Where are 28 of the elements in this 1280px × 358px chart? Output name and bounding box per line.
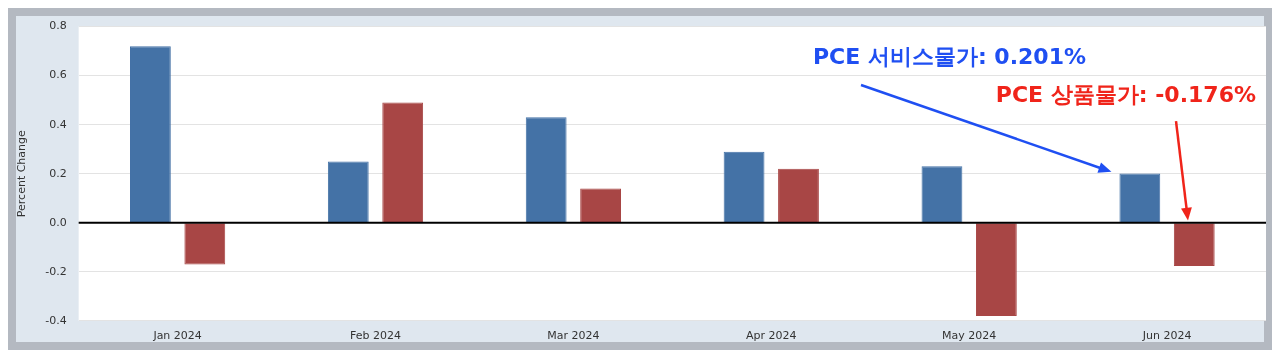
bar [723, 151, 765, 223]
bar [525, 117, 567, 223]
x-tick-label: May 2024 [942, 329, 997, 343]
bar [778, 168, 819, 223]
bar [382, 102, 424, 223]
y-tick-label: -0.4 [45, 313, 67, 327]
x-tick-label: Apr 2024 [746, 329, 797, 343]
bar [975, 223, 1017, 316]
annotation: PCE 서비스물가: 0.201% [812, 44, 1086, 70]
bar [184, 223, 226, 265]
y-tick-label: 0.8 [49, 19, 67, 33]
bar [327, 161, 369, 223]
y-tick-label: 0.0 [49, 215, 67, 229]
bar [1119, 173, 1161, 223]
y-tick-label: 0.4 [49, 117, 67, 131]
x-tick-label: Mar 2024 [547, 329, 600, 343]
x-tick-label: Jun 2024 [1141, 329, 1192, 343]
x-tick-label: Jan 2024 [152, 329, 202, 343]
x-tick-label: Feb 2024 [350, 329, 401, 343]
y-axis-title: Percent Change [15, 129, 29, 218]
y-tick-label: 0.6 [49, 68, 67, 82]
bar [1173, 223, 1215, 266]
bar [129, 46, 171, 223]
y-tick-label: 0.2 [49, 166, 67, 180]
y-tick-label: -0.2 [45, 264, 67, 278]
annotation: PCE 상품물가: -0.176% [995, 82, 1256, 108]
bar [580, 188, 621, 223]
bar [921, 166, 963, 223]
